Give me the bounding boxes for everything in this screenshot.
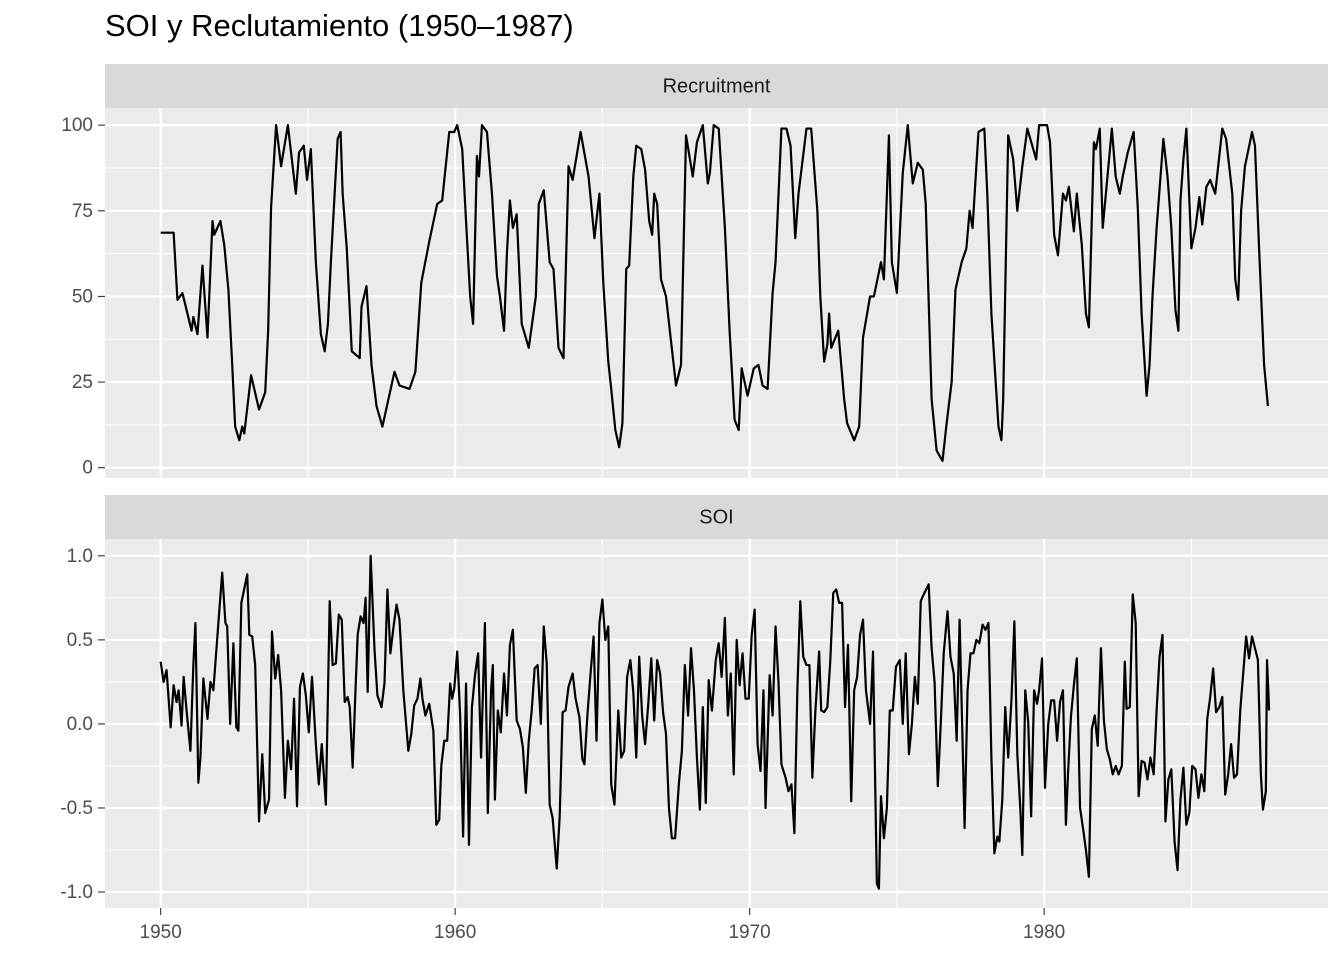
chart-title: SOI y Reclutamiento (1950–1987) (105, 8, 574, 43)
x-tick-label: 1980 (1023, 922, 1065, 943)
y-tick-label: 0.5 (67, 630, 93, 651)
y-tick-label: 0 (82, 458, 93, 479)
y-tick-label: -1.0 (60, 882, 93, 903)
strip-label: Recruitment (663, 75, 771, 97)
y-tick-label: 0.0 (67, 714, 93, 735)
line (160, 124, 1270, 462)
strip-label: SOI (699, 506, 733, 528)
panel (105, 108, 1328, 478)
y-tick-label: 25 (72, 372, 93, 393)
line (159, 554, 1271, 890)
y-tick-label: 75 (72, 201, 93, 222)
strip (105, 495, 1328, 539)
y-tick-label: 50 (72, 286, 93, 307)
y-tick-label: 1.0 (67, 546, 93, 567)
y-tick-label: -0.5 (60, 798, 93, 819)
y-tick-label: 100 (61, 115, 93, 136)
strip (105, 64, 1328, 108)
x-tick-label: 1970 (728, 922, 770, 943)
x-tick-label: 1960 (434, 922, 476, 943)
x-tick-label: 1950 (140, 922, 182, 943)
